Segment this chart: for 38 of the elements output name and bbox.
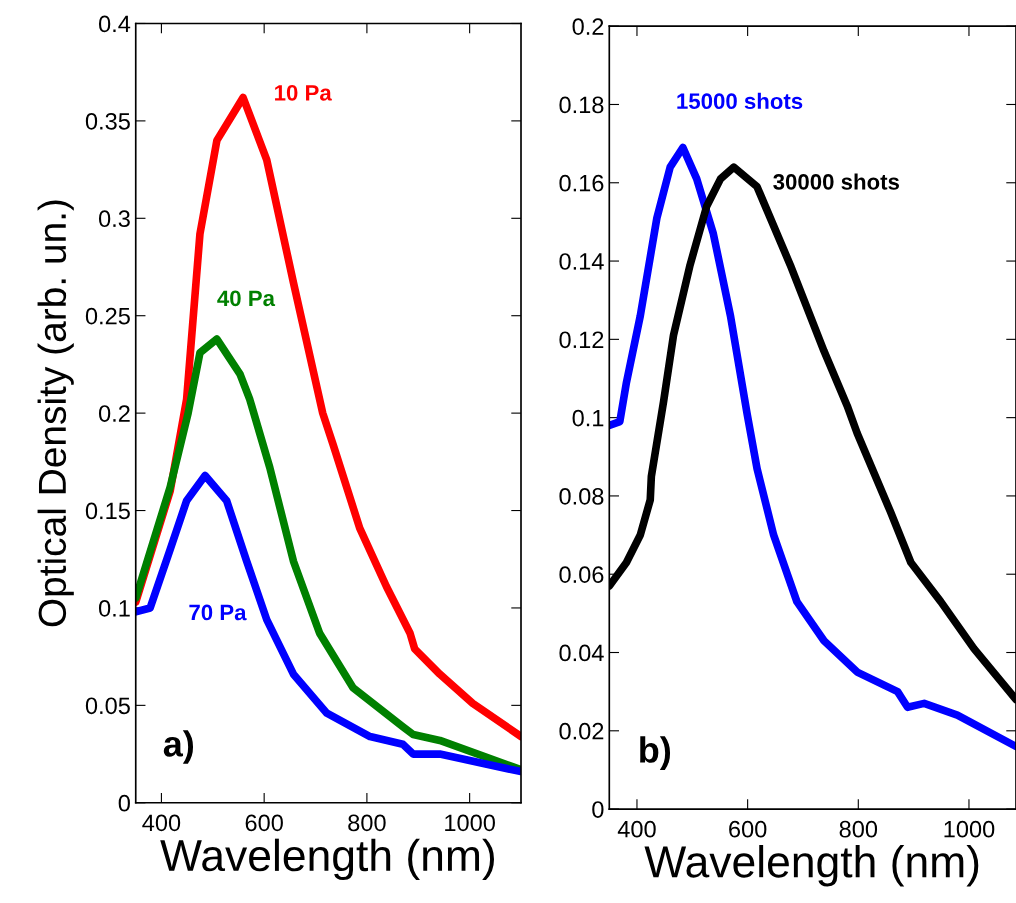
y-tick-label: 0.14 (559, 253, 604, 270)
y-tick-label: 0.06 (559, 566, 604, 584)
y-tick-label: 0 (592, 801, 604, 818)
x-tick-label: 400 (142, 814, 181, 832)
x-tick-label: 400 (617, 820, 656, 838)
x-tick-label: 600 (245, 814, 283, 832)
x-tick-label: 1000 (445, 814, 495, 832)
series-label: 15000 shots (677, 92, 803, 110)
y-tick-label: 0.4 (98, 15, 131, 33)
y-tick-label: 0.12 (559, 331, 604, 349)
y-tick-label: 0.15 (85, 502, 130, 520)
y-tick-label: 0.1 (98, 600, 130, 617)
series-label: 70 Pa (189, 604, 247, 621)
x-tick-label: 1000 (944, 820, 995, 838)
y-tick-label: 0.05 (85, 697, 130, 715)
y-tick-label: 0.08 (559, 488, 604, 505)
y-tick-label: 0.16 (559, 174, 604, 192)
y-tick-label: 0.3 (98, 210, 130, 228)
y-tick-label: 0.2 (98, 405, 130, 422)
y-tick-label: 0.35 (85, 112, 130, 130)
y-tick-label: 0.04 (559, 644, 604, 662)
annotation: a) (163, 730, 194, 764)
y-tick-label: 0.02 (559, 722, 604, 740)
series-label: 40 Pa (217, 290, 276, 307)
x-tick-label: 600 (729, 820, 767, 838)
annotation: b) (640, 736, 671, 770)
x-tick-label: 800 (839, 820, 878, 838)
y-tick-label: 0.1 (572, 409, 604, 427)
x-tick-label: 800 (348, 814, 386, 832)
x-axis-title: Wavelength (nm) (644, 844, 979, 887)
y-tick-label: 0 (118, 794, 130, 812)
series-label: 10 Pa (275, 84, 332, 101)
y-tick-label: 0.18 (559, 96, 604, 114)
x-axis-title: Wavelength (nm) (160, 838, 494, 881)
series-label: 30000 shots (773, 173, 900, 190)
y-tick-label: 0.2 (572, 18, 604, 35)
y-tick-label: 0.25 (85, 307, 130, 325)
y-axis-title: Optical Density (arb. un.) (37, 200, 74, 627)
